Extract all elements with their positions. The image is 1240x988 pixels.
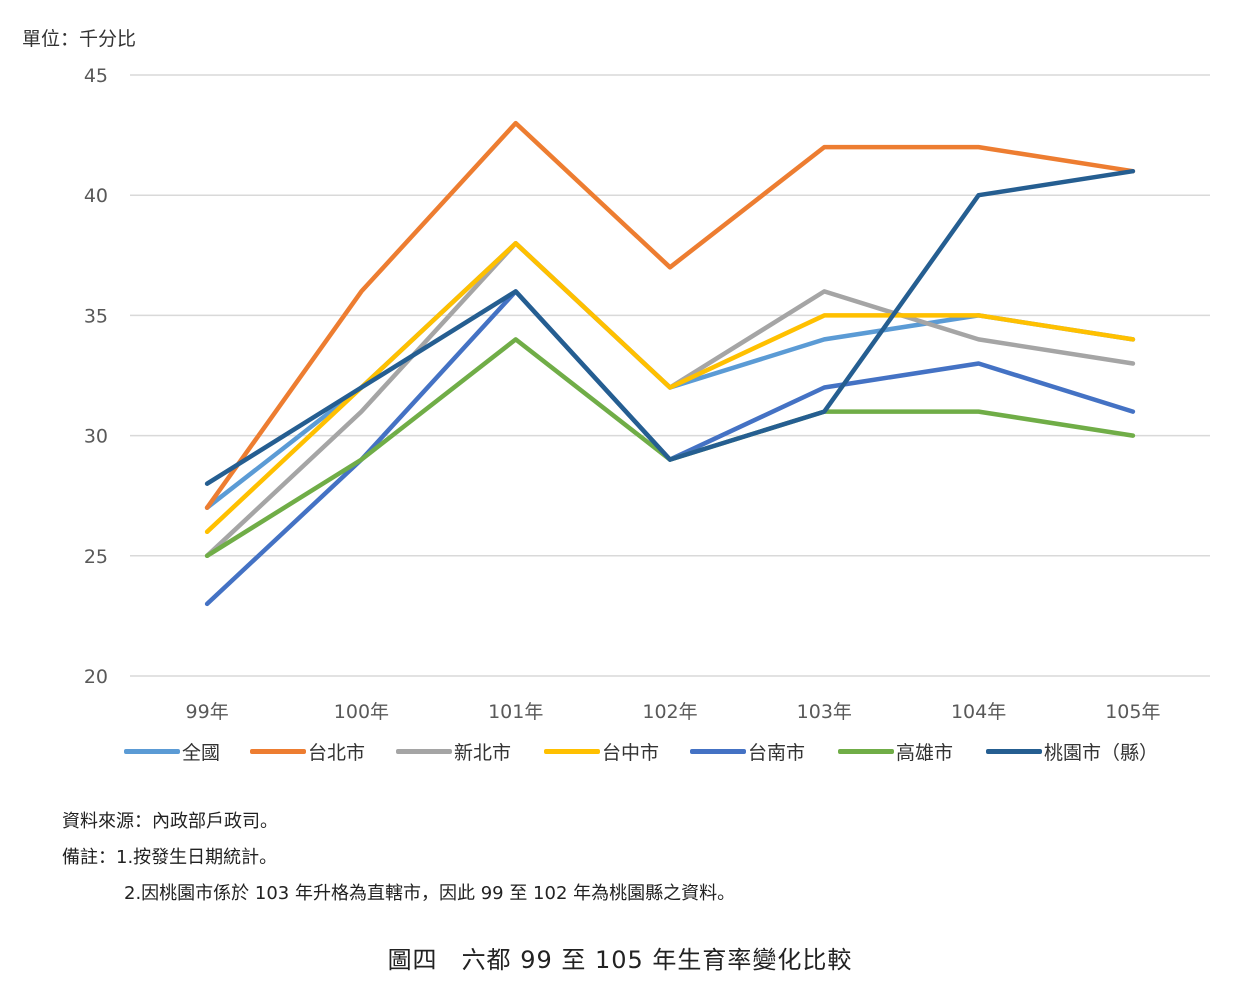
line-chart: 20 25 30 35 40 45 99年 100年 101年 102年 103年 104年 105年	[84, 65, 1210, 723]
legend-item: 桃園市（縣）	[986, 736, 1158, 766]
series-line-5	[204, 337, 1136, 559]
legend-item: 台中市	[544, 736, 659, 766]
y-tick-label: 30	[84, 426, 108, 448]
legend-swatch	[690, 748, 746, 754]
x-tick-label: 103年	[797, 701, 852, 723]
x-tick-label: 102年	[642, 701, 697, 723]
figure-title: 六都 99 至 105 年生育率變化比較	[461, 946, 853, 974]
series-line-4	[204, 289, 1136, 607]
figure-caption: 圖四 六都 99 至 105 年生育率變化比較	[0, 940, 1240, 975]
legend-item: 新北市	[396, 736, 511, 766]
notes: 資料來源：內政部戶政司。 備註：1.按發生日期統計。 2.因桃園市係於 103 …	[62, 808, 735, 916]
gridlines	[130, 74, 1210, 677]
legend-label: 高雄市	[896, 741, 954, 764]
legend-item: 全國	[124, 736, 220, 766]
x-tick-label: 104年	[951, 701, 1006, 723]
remark-note-2: 2.因桃園市係於 103 年升格為直轄市，因此 99 至 102 年為桃園縣之資…	[124, 883, 736, 904]
legend-swatch	[986, 748, 1042, 754]
legend-item: 台南市	[690, 736, 805, 766]
legend-swatch	[838, 748, 894, 754]
series-line-6	[204, 168, 1136, 486]
x-tick-label: 99年	[186, 701, 229, 723]
legend-item: 高雄市	[838, 736, 953, 766]
legend-item: 台北市	[250, 736, 365, 766]
legend-label: 台北市	[308, 741, 366, 764]
series-line-3	[204, 241, 1136, 535]
legend-swatch	[124, 748, 180, 754]
y-tick-label: 25	[84, 546, 108, 568]
source-note: 資料來源：內政部戶政司。	[62, 811, 278, 832]
legend-label: 桃園市（縣）	[1044, 741, 1159, 764]
remark-note-1: 備註：1.按發生日期統計。	[62, 847, 278, 868]
y-tick-label: 20	[84, 666, 108, 688]
figure-number: 圖四	[387, 946, 438, 974]
legend-label: 全國	[182, 741, 221, 764]
legend-swatch	[396, 748, 452, 754]
legend: 全國 台北市 新北市 台中市 台南市 高雄市 桃園市（縣）	[0, 736, 1240, 766]
series-lines	[204, 120, 1136, 607]
y-tick-label: 40	[84, 185, 108, 207]
legend-label: 台中市	[602, 741, 660, 764]
x-axis-ticks: 99年 100年 101年 102年 103年 104年 105年	[186, 701, 1161, 723]
unit-label: 單位：千分比	[22, 28, 137, 50]
series-line-1	[204, 120, 1136, 510]
x-tick-label: 100年	[334, 701, 389, 723]
legend-label: 台南市	[748, 741, 806, 764]
y-axis-ticks: 20 25 30 35 40 45	[84, 65, 108, 688]
x-tick-label: 101年	[488, 701, 543, 723]
legend-label: 新北市	[454, 741, 512, 764]
y-tick-label: 45	[84, 65, 108, 87]
legend-swatch	[544, 748, 600, 754]
x-tick-label: 105年	[1105, 701, 1160, 723]
legend-swatch	[250, 748, 306, 754]
y-tick-label: 35	[84, 305, 108, 327]
